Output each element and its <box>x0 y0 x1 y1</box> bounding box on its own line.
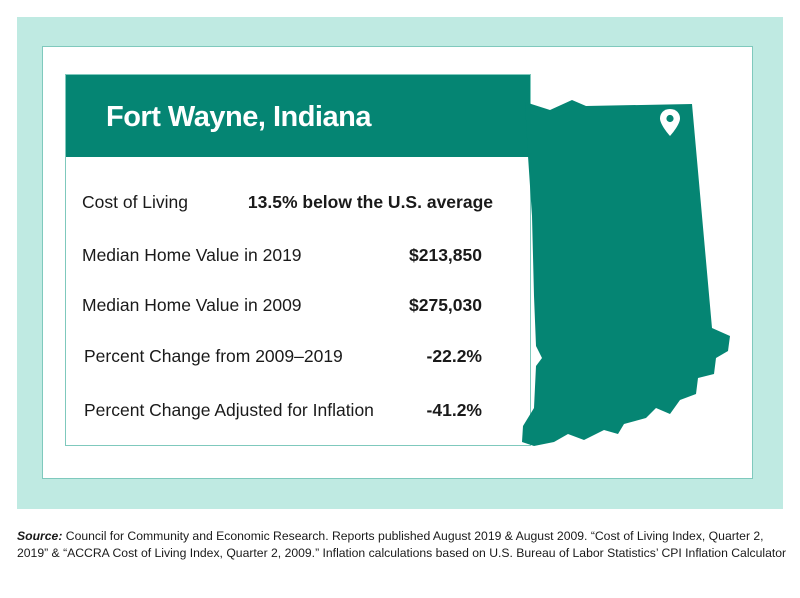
info-card: Fort Wayne, Indiana Cost of Living 13.5%… <box>65 74 531 446</box>
stat-value: $275,030 <box>409 295 482 315</box>
indiana-state-shape-icon <box>522 100 730 446</box>
source-text: Council for Community and Economic Resea… <box>17 529 787 560</box>
location-pin-icon <box>660 109 680 136</box>
stat-value: -22.2% <box>426 346 482 366</box>
stat-value: $213,850 <box>409 245 482 265</box>
stat-value: 13.5% below the U.S. average <box>247 192 493 212</box>
stat-value: -41.2% <box>426 400 482 420</box>
stat-label: Percent Change Adjusted for Inflation <box>84 400 374 420</box>
card-header: Fort Wayne, Indiana <box>66 75 530 157</box>
stat-label: Cost of Living <box>82 192 189 212</box>
source-label: Source: <box>17 529 63 543</box>
stat-label: Median Home Value in 2019 <box>82 245 302 265</box>
source-note: Source: Council for Community and Econom… <box>17 528 787 562</box>
city-title: Fort Wayne, Indiana <box>106 101 371 133</box>
stat-label: Median Home Value in 2009 <box>82 295 302 315</box>
stat-label: Percent Change from 2009–2019 <box>84 346 343 366</box>
